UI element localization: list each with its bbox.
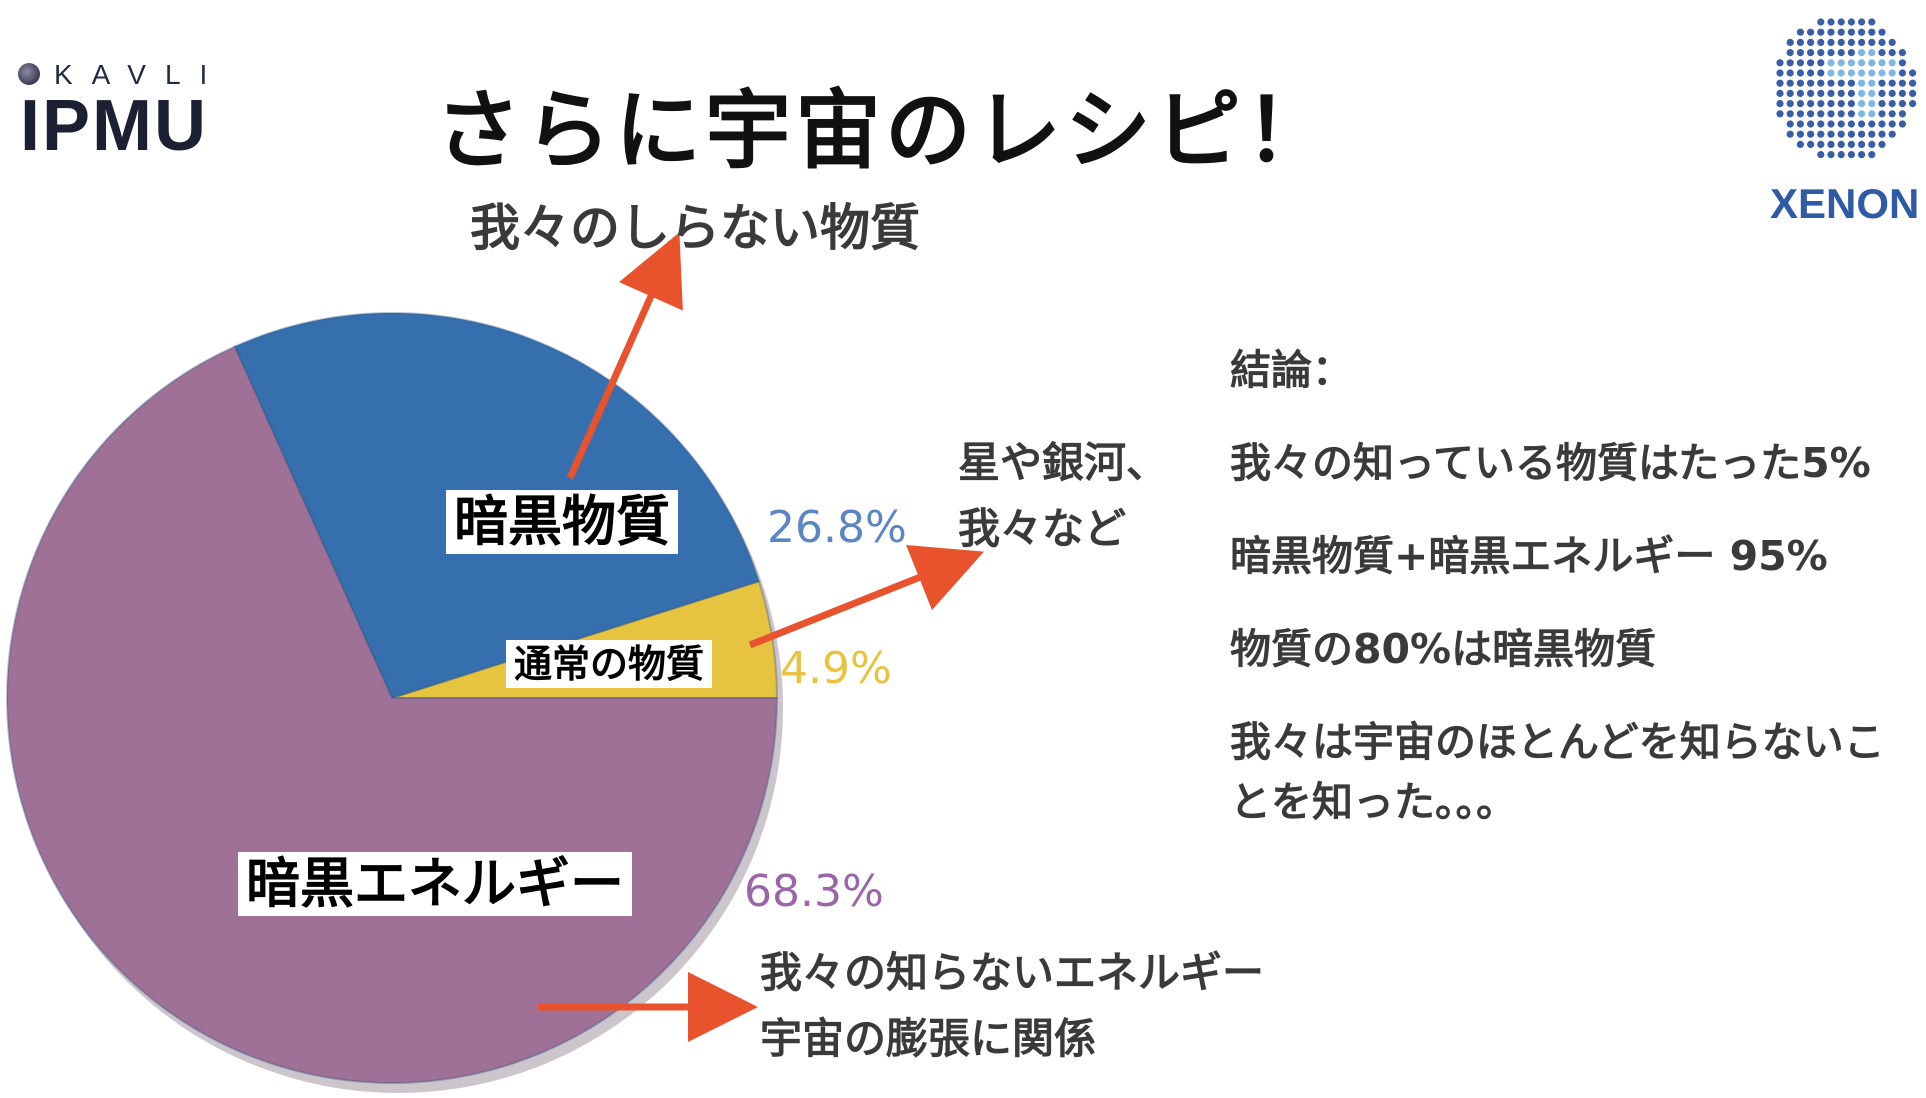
ordinary-note-line: 星や銀河、 <box>958 438 1169 487</box>
dark-energy-note: 我々の知らないエネルギー 宇宙の膨張に関係 <box>760 940 1264 1072</box>
xenon-dot-grid-icon <box>1776 18 1917 159</box>
conclusion-point: 物質の80%は暗黒物質 <box>1230 625 1657 673</box>
slide-title: さらに宇宙のレシピ！ <box>435 81 1335 181</box>
slice-label-ordinary-matter: 通常の物質 <box>506 640 713 688</box>
value-label-ordinary-matter: 4.9% <box>780 643 892 694</box>
ordinary-matter-note: 星や銀河、 我々など <box>958 430 1168 562</box>
dark-energy-note-line: 我々の知らないエネルギー <box>760 948 1265 997</box>
annotation-arrows <box>538 232 985 1042</box>
slice-label-dark-matter: 暗黒物質 <box>446 490 678 554</box>
logo-kavli-text: KAVLI <box>54 59 227 90</box>
slice-label-dark-energy: 暗黒エネルギー <box>238 852 632 916</box>
ordinary-note-line: 我々など <box>958 504 1127 553</box>
logo-ipmu-text: IPMU <box>20 86 208 166</box>
conclusion-point: 我々の知っている物質はたった5% <box>1230 439 1871 487</box>
conclusion-point: 我々は宇宙のほとんどを知らないことを知った。。。 <box>1230 718 1885 826</box>
dark-matter-note: 我々のしらない物質 <box>470 199 920 257</box>
xenon-logo: XENON <box>1770 10 1920 230</box>
conclusion-heading: 結論： <box>1230 346 1353 394</box>
logo-dot-icon <box>18 63 40 85</box>
dark-energy-note-line: 宇宙の膨張に関係 <box>760 1014 1097 1063</box>
arrow-dark-matter <box>566 232 683 480</box>
kavli-ipmu-logo: KAVLI IPMU <box>18 55 238 166</box>
conclusion-panel: 結論： 我々の知っている物質はたった5% 暗黒物質+暗黒エネルギー 95% 物質… <box>1230 340 1910 865</box>
conclusion-point: 暗黒物質+暗黒エネルギー 95% <box>1230 532 1828 580</box>
value-label-dark-matter: 26.8% <box>767 502 907 553</box>
logo-xenon-text: XENON <box>1770 180 1920 227</box>
value-label-dark-energy: 68.3% <box>744 866 884 917</box>
arrow-ordinary-matter <box>748 545 985 649</box>
